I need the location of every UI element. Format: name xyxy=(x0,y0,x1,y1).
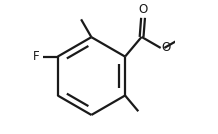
Text: O: O xyxy=(138,3,148,16)
Text: O: O xyxy=(162,41,171,54)
Text: F: F xyxy=(33,50,39,63)
